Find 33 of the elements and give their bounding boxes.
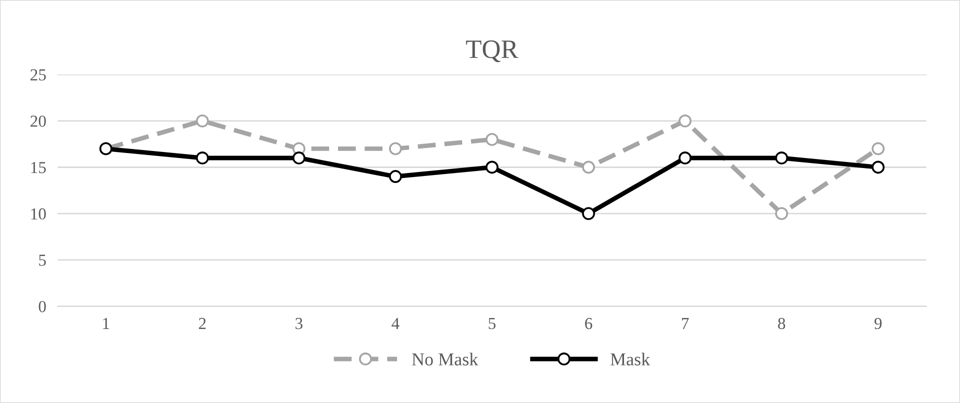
point (678, 114, 692, 128)
y-tick-label: 15 (31, 162, 46, 174)
x-tick-label: 4 (392, 318, 400, 329)
point (196, 152, 209, 164)
y-tick-label: 0 (38, 300, 46, 312)
point (582, 207, 595, 220)
y-tick-label: 10 (31, 208, 46, 220)
x-tick-label: 5 (488, 318, 496, 330)
point (486, 160, 498, 174)
point (582, 160, 595, 174)
point (389, 170, 402, 183)
point (486, 132, 498, 146)
chart-title: TQR (466, 40, 518, 62)
legend-label: Mask (610, 352, 650, 366)
x-tick-label: 1 (103, 318, 110, 329)
x-tick-label: 7 (682, 318, 689, 329)
point (775, 207, 788, 220)
x-tick-label: 3 (296, 318, 302, 330)
x-tick-label: 6 (585, 318, 592, 330)
point (389, 142, 402, 156)
point (292, 152, 306, 164)
point (872, 142, 885, 156)
x-tick-label: 2 (198, 318, 206, 329)
legend-label: No Mask (412, 352, 478, 366)
point (196, 114, 209, 128)
point (872, 160, 885, 174)
point (775, 152, 788, 164)
y-tick-label: 25 (30, 69, 46, 80)
y-tick-label: 5 (39, 254, 46, 266)
point (678, 152, 692, 164)
x-tick-label: 8 (778, 318, 786, 330)
y-tick-label: 20 (30, 116, 46, 127)
x-tick-label: 9 (874, 318, 882, 330)
